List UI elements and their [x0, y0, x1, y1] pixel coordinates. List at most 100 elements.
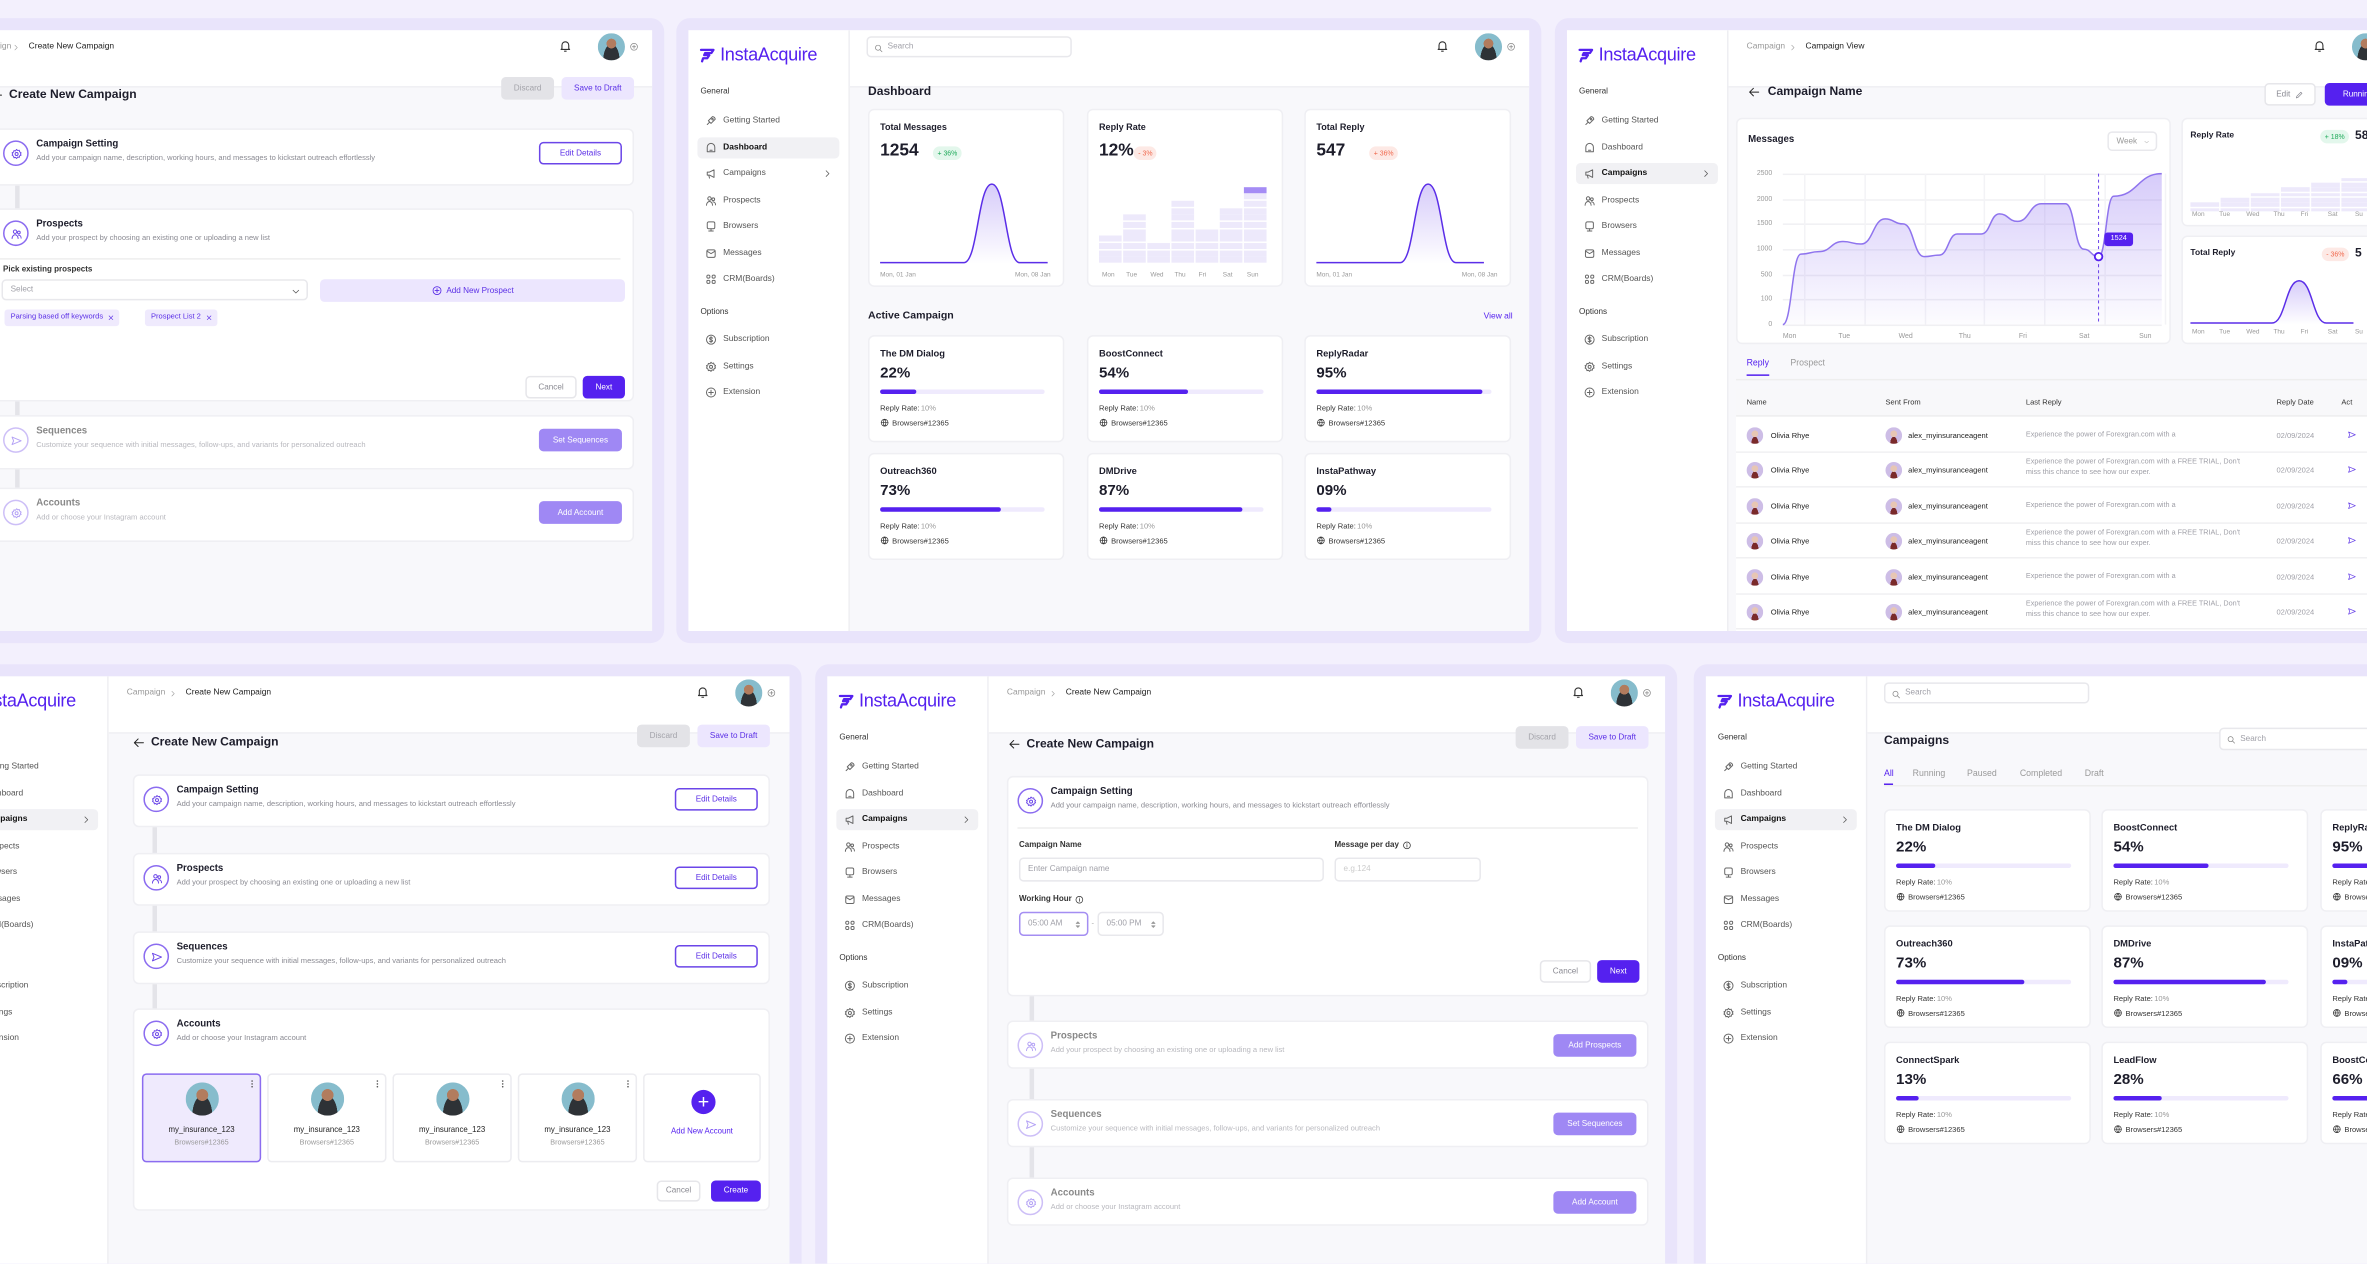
campaign-card[interactable]: Outreach360 73% Reply Rate: 10% Browsers#123… [868, 452, 1065, 561]
add-new-prospect-button[interactable]: Add New Prospect [320, 279, 625, 302]
campaign-card[interactable]: DMDrive 87% Reply Rate: 10% Browsers#12365 [1086, 452, 1284, 561]
table-row[interactable]: Olivia Rhye alex_myinsuranceagent Experien… [1736, 453, 2367, 489]
save-draft-button[interactable]: Save to Draft [1576, 726, 1649, 749]
brand-logo[interactable]: InstaAcquire [1578, 44, 1696, 65]
sidebar-item-campaigns[interactable]: Campaigns [0, 809, 99, 831]
sidebar-item-prospects[interactable]: Prospects [1715, 836, 1857, 857]
edit-details-button[interactable]: Edit Details [538, 141, 622, 165]
caret-down-icon[interactable] [767, 688, 776, 697]
edit-button[interactable]: Edit [2264, 83, 2316, 106]
table-row[interactable]: Olivia Rhye alex_myinsuranceagent Experien… [1736, 559, 2367, 595]
tab-paused[interactable]: Paused [1967, 769, 1997, 779]
arrow-left-icon[interactable] [133, 737, 145, 749]
sidebar-item-crm-boards-[interactable]: CRM(Boards) [0, 915, 98, 936]
user-avatar[interactable] [1474, 33, 1503, 61]
dots-icon[interactable] [498, 1079, 507, 1088]
set-sequences-button[interactable]: Set Sequences [538, 428, 622, 452]
save-draft-button[interactable]: Save to Draft [697, 724, 770, 748]
edit-details-button[interactable]: Edit Details [674, 945, 758, 968]
sidebar-item-settings[interactable]: Settings [697, 356, 839, 377]
user-avatar[interactable] [735, 679, 763, 707]
sidebar-item-subscription[interactable]: Subscription [1576, 329, 1718, 350]
user-avatar[interactable] [597, 33, 625, 61]
sidebar-item-extension[interactable]: Extension [1715, 1028, 1857, 1049]
close-icon[interactable] [108, 314, 116, 322]
prospect-select[interactable]: Select [1, 279, 308, 301]
sidebar-item-extension[interactable]: Extension [836, 1028, 978, 1049]
arrow-left-icon[interactable] [1008, 738, 1020, 750]
message-per-day-input[interactable]: e.g.124 [1334, 857, 1481, 882]
send-icon[interactable] [2347, 607, 2356, 616]
sidebar-item-extension[interactable]: Extension [697, 382, 839, 403]
tab-prospect[interactable]: Prospect [1790, 359, 1825, 369]
sidebar-item-getting-started[interactable]: Getting Started [1715, 756, 1857, 777]
next-button[interactable]: Next [582, 375, 625, 399]
campaigns-search-input[interactable]: Search [2219, 727, 2367, 751]
sidebar-item-settings[interactable]: Settings [836, 1002, 978, 1023]
dots-icon[interactable] [373, 1079, 382, 1088]
campaign-card[interactable]: BoostConnect 54% Reply Rate: 10% Browsers#12… [1086, 335, 1284, 443]
send-icon[interactable] [2347, 466, 2356, 475]
account-tile[interactable]: my_insurance_123 Browsers#12365 [517, 1073, 638, 1163]
search-placeholder[interactable]: Search [1905, 688, 1931, 698]
bell-icon[interactable] [2313, 39, 2327, 53]
discard-button[interactable]: Discard [637, 724, 690, 748]
close-icon[interactable] [205, 314, 213, 322]
edit-details-button[interactable]: Edit Details [674, 866, 758, 890]
next-button[interactable]: Next [1597, 960, 1640, 983]
sidebar-item-messages[interactable]: Messages [697, 242, 839, 263]
dots-icon[interactable] [623, 1079, 632, 1088]
brand-logo[interactable]: InstaAcquire [1716, 690, 1835, 711]
sidebar-item-extension[interactable]: Extension [1576, 382, 1718, 403]
send-icon[interactable] [2347, 430, 2356, 439]
sidebar-item-browsers[interactable]: Browsers [1576, 216, 1718, 237]
sidebar-item-crm-boards-[interactable]: CRM(Boards) [836, 915, 978, 936]
search-input[interactable]: Search [1883, 682, 2090, 704]
tab-all[interactable]: All [1883, 770, 1894, 785]
sidebar-item-dashboard[interactable]: Dashboard [836, 783, 978, 804]
sidebar-item-dashboard[interactable]: Dashboard [1576, 137, 1718, 158]
send-icon[interactable] [2347, 572, 2356, 581]
tab-completed[interactable]: Completed [2019, 769, 2063, 779]
running-status-button[interactable]: Running [2324, 83, 2367, 106]
sidebar-item-settings[interactable]: Settings [1576, 356, 1718, 377]
sidebar-item-campaigns[interactable]: Campaigns [697, 163, 839, 184]
sidebar-item-subscription[interactable]: Subscription [1715, 975, 1857, 996]
sidebar-item-crm-boards-[interactable]: CRM(Boards) [697, 269, 839, 290]
arrow-left-icon[interactable] [1748, 86, 1760, 98]
send-icon[interactable] [2347, 501, 2356, 510]
campaign-card[interactable]: The DM Dialog 22% Reply Rate: 10% Browsers#1… [1883, 809, 2091, 912]
campaign-card[interactable]: BoostConnect 54% Reply Rate: 10% Browsers#12… [2101, 809, 2309, 912]
discard-button[interactable]: Discard [501, 76, 555, 100]
sidebar-item-extension[interactable]: Extension [0, 1028, 98, 1049]
add-prospects-button[interactable]: Add Prospects [1553, 1034, 1637, 1057]
view-all-link[interactable]: View all [1483, 312, 1513, 322]
sidebar-item-getting-started[interactable]: Getting Started [0, 756, 98, 777]
account-tile[interactable]: my_insurance_123 Browsers#12365 [141, 1073, 262, 1163]
sidebar-item-getting-started[interactable]: Getting Started [1576, 110, 1718, 131]
sidebar-item-prospects[interactable]: Prospects [836, 836, 978, 857]
start-time-input[interactable]: 05:00 AM [1018, 911, 1089, 936]
save-draft-button[interactable]: Save to Draft [561, 76, 635, 100]
week-range-select[interactable]: Week [2107, 131, 2158, 151]
account-tile[interactable]: my_insurance_123 Browsers#12365 [392, 1073, 512, 1163]
sidebar-item-getting-started[interactable]: Getting Started [836, 756, 978, 777]
brand-logo[interactable]: InstaAcquire [699, 44, 817, 65]
create-button[interactable]: Create [711, 1180, 761, 1202]
send-icon[interactable] [2347, 536, 2356, 545]
sidebar-item-dashboard[interactable]: Dashboard [0, 783, 98, 804]
sidebar-item-messages[interactable]: Messages [836, 888, 978, 909]
sidebar-item-crm-boards-[interactable]: CRM(Boards) [1576, 269, 1718, 290]
cancel-button[interactable]: Cancel [525, 375, 577, 399]
sidebar-item-prospects[interactable]: Prospects [697, 189, 839, 210]
table-row[interactable]: Olivia Rhye alex_myinsuranceagent Experien… [1736, 418, 2367, 453]
sidebar-item-crm-boards-[interactable]: CRM(Boards) [1715, 915, 1857, 936]
sidebar-item-settings[interactable]: Settings [0, 1002, 98, 1023]
campaign-card[interactable]: LeadFlow 28% Reply Rate: 10% Browsers#12365 [2101, 1041, 2309, 1145]
bell-icon[interactable] [1436, 39, 1450, 53]
sidebar-item-subscription[interactable]: Subscription [697, 329, 839, 350]
sidebar-item-browsers[interactable]: Browsers [1715, 862, 1857, 883]
bell-icon[interactable] [1571, 685, 1585, 699]
user-avatar[interactable] [1610, 679, 1638, 707]
